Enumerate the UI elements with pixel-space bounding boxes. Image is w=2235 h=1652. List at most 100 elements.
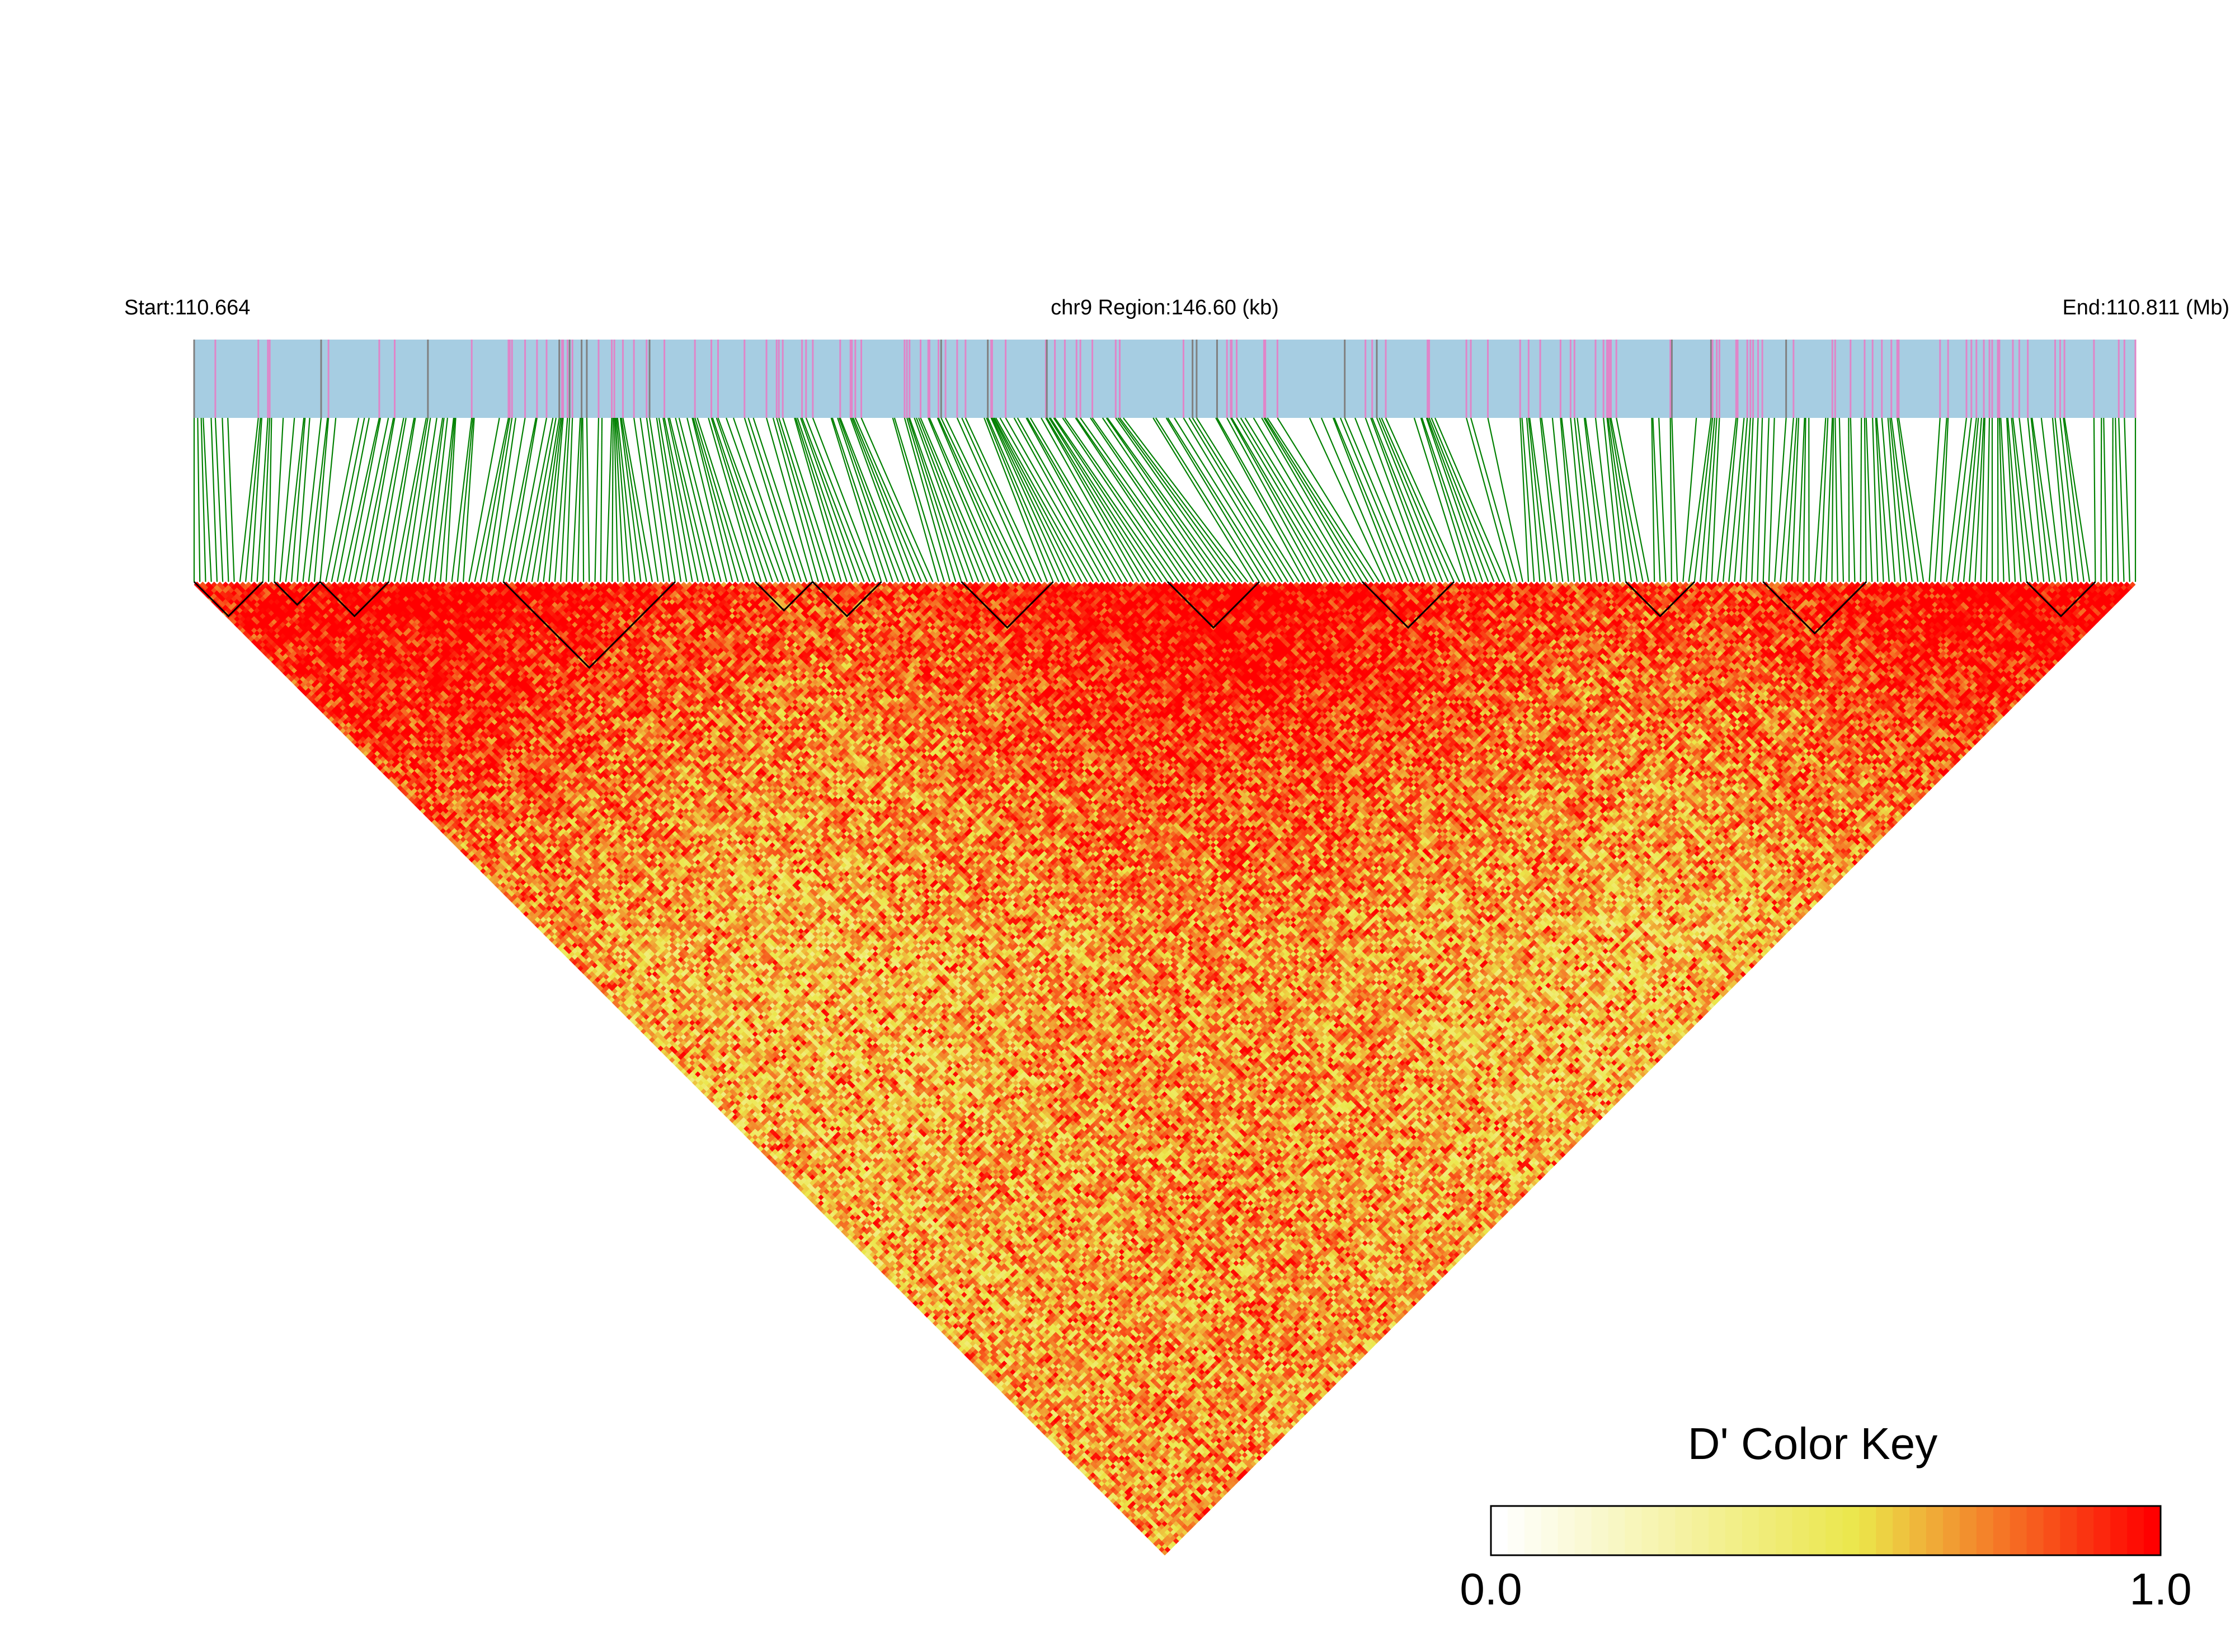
snp-connector-line	[2063, 418, 2084, 582]
snp-connector-line	[1542, 418, 1563, 582]
snp-connector-line	[1107, 418, 1220, 582]
snp-connector-line	[794, 418, 841, 582]
snp-connector-line	[1466, 418, 1511, 582]
snp-connector-line	[837, 418, 893, 582]
snp-position-track	[194, 340, 2135, 418]
snp-connector-line	[601, 418, 602, 582]
snp-connector-line	[1866, 418, 1872, 582]
snp-connector-line	[1695, 418, 1712, 582]
snp-connector-line	[1217, 418, 1311, 582]
snp-connector-line	[1752, 418, 1758, 582]
snp-connector-line	[1227, 418, 1316, 582]
snp-connector-line	[1659, 418, 1666, 582]
snp-connector-line	[1952, 418, 1971, 582]
snp-connector-line	[945, 418, 1024, 582]
snp-connector-line	[2031, 418, 2050, 582]
snp-connector-line	[2060, 418, 2078, 582]
snp-connector-line	[1065, 418, 1179, 582]
snp-connector-line	[1839, 418, 1843, 582]
snp-connector-line	[670, 418, 709, 582]
snp-connector-line	[1757, 418, 1762, 582]
snp-connector-line	[587, 418, 589, 582]
snp-connector-line	[1946, 418, 1966, 582]
snp-connector-line	[1379, 418, 1448, 582]
snp-connector-line	[566, 418, 572, 582]
snp-connector-line	[745, 418, 796, 582]
snp-connector-line	[2094, 418, 2095, 582]
snp-connector-lines	[194, 418, 2135, 582]
snp-connector-line	[2104, 418, 2107, 582]
snp-connector-line	[1877, 418, 1889, 582]
snp-connector-line	[1763, 418, 1769, 582]
snp-connector-line	[1718, 418, 1737, 582]
snp-connector-line	[314, 418, 328, 582]
snp-connector-line	[1471, 418, 1517, 582]
snp-connector-line	[895, 418, 944, 582]
snp-connector-line	[1930, 418, 1940, 582]
snp-connector-line	[1372, 418, 1437, 582]
snp-connector-line	[582, 418, 584, 582]
snp-connector-line	[1769, 418, 1775, 582]
snp-connector-line	[320, 418, 336, 582]
snp-connector-line	[1865, 418, 1866, 582]
snp-connector-line	[852, 418, 916, 582]
snp-connector-line	[1851, 418, 1855, 582]
snp-connector-line	[1488, 418, 1523, 582]
snp-connector-line	[839, 418, 898, 582]
snp-connector-line	[612, 418, 613, 582]
snp-connector-line	[1183, 418, 1282, 582]
snp-connector-line	[240, 418, 258, 582]
snp-connector-line	[1832, 418, 1833, 582]
snp-connector-line	[606, 418, 612, 582]
snp-connector-line	[618, 418, 635, 582]
snp-connector-line	[2115, 418, 2118, 582]
snp-connector-line	[1987, 418, 1989, 582]
snp-connector-line	[2053, 418, 2067, 582]
snp-connector-line	[1897, 418, 1918, 582]
snp-connector-line	[228, 418, 234, 582]
snp-connector-line	[1429, 418, 1494, 582]
snp-connector-line	[919, 418, 984, 582]
snp-connector-line	[622, 418, 647, 582]
snp-connector-line	[1672, 418, 1677, 582]
snp-connector-line	[197, 418, 200, 582]
snp-connector-line	[286, 418, 304, 582]
snp-connector-line	[1321, 418, 1391, 582]
snp-connector-line	[2112, 418, 2113, 582]
snp-connector-line	[578, 418, 582, 582]
snp-connector-line	[520, 418, 553, 582]
snp-connector-line	[777, 418, 824, 582]
snp-connector-line	[1386, 418, 1460, 582]
snp-connector-line	[1422, 418, 1477, 582]
snp-connector-line	[1265, 418, 1368, 582]
snp-connector-line	[222, 418, 228, 582]
snp-connector-line	[2101, 418, 2102, 582]
snp-connector-line	[2119, 418, 2124, 582]
snp-connector-line	[1775, 418, 1786, 582]
snp-connector-line	[1723, 418, 1738, 582]
snp-connector-line	[1848, 418, 1849, 582]
ld-heatmap-triangle	[194, 582, 2136, 1556]
snp-connector-line	[1835, 418, 1837, 582]
snp-connector-line	[509, 418, 537, 582]
snp-connector-line	[2124, 418, 2129, 582]
snp-connector-line	[1254, 418, 1351, 582]
snp-connector-line	[366, 418, 394, 582]
snp-connector-line	[2064, 418, 2090, 582]
snp-connector-line	[717, 418, 773, 582]
snp-connector-line	[1683, 418, 1696, 582]
snp-track-background	[194, 340, 2135, 418]
region-start-label: Start:110.664	[124, 296, 250, 319]
snp-connector-line	[1746, 418, 1753, 582]
snp-connector-line	[498, 418, 525, 582]
snp-connector-line	[572, 418, 581, 582]
snp-connector-line	[650, 418, 675, 582]
snp-connector-line	[1958, 418, 1977, 582]
snp-connector-line	[1432, 418, 1500, 582]
region-title-label: chr9 Region:146.60 (kb)	[1051, 296, 1279, 319]
snp-connector-line	[1899, 418, 1923, 582]
snp-connector-line	[595, 418, 599, 582]
snp-connector-line	[929, 418, 1001, 582]
snp-connector-line	[1427, 418, 1483, 582]
